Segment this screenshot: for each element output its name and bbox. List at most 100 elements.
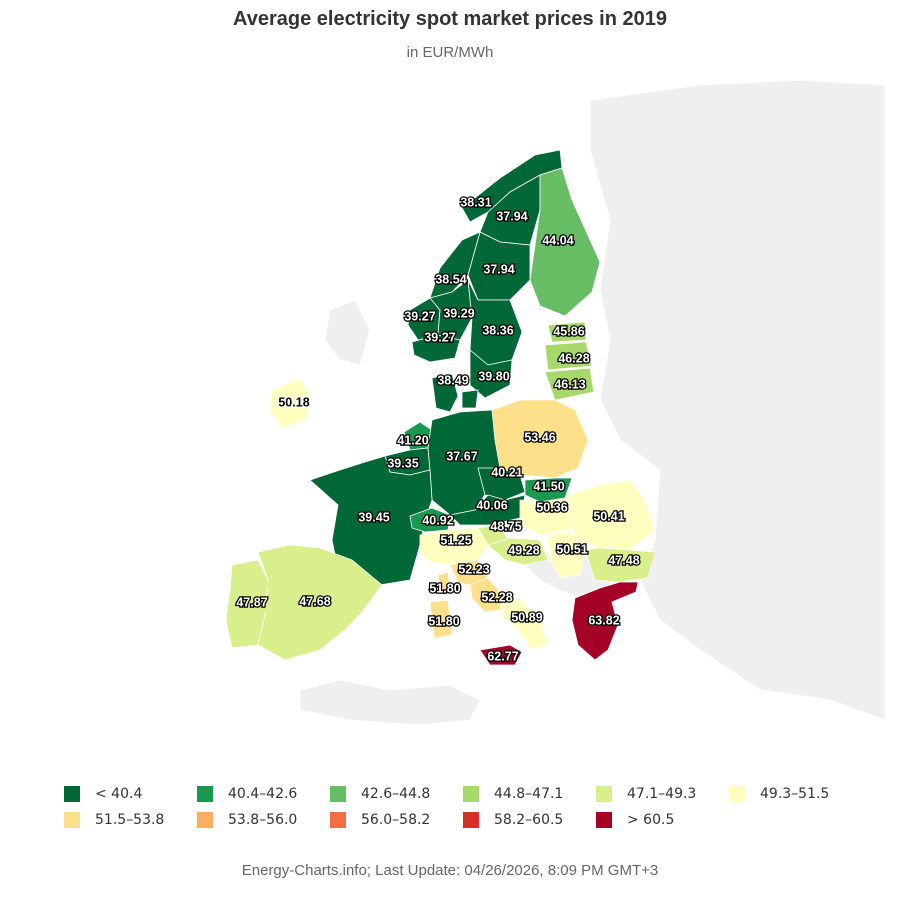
region-ie[interactable] [269,377,311,429]
legend-label: 42.6–44.8 [361,786,431,802]
region-se4[interactable] [469,349,513,399]
label-se4: 39.80 [478,369,509,383]
chart-title: Average electricity spot market prices i… [233,8,667,30]
data-regions[interactable] [225,149,656,666]
label-no3: 38.54 [435,272,466,286]
legend-label: 56.0–58.2 [361,812,431,828]
label-it-cs: 52.28 [481,590,512,604]
legend-label: 40.4–42.6 [228,786,298,802]
region-ro[interactable] [567,479,656,551]
region-lt[interactable] [544,367,595,401]
region-it-s[interactable] [499,597,549,651]
region-se2[interactable] [467,231,531,301]
legend-swatch [330,812,346,828]
label-se2: 37.94 [483,262,514,276]
region-lv[interactable] [544,341,593,371]
label-cz: 40.21 [491,465,522,479]
legend-label: 51.5–53.8 [95,812,165,828]
value-labels: 38.31 37.94 44.04 37.94 38.54 39.27 39.2… [235,194,641,665]
legend-item[interactable]: 42.6–44.8 [330,786,463,802]
label-it-s: 50.89 [511,610,542,624]
legend-item[interactable]: 49.3–51.5 [729,786,862,802]
footer-credit: Energy-Charts.info; Last Update: 04/26/2… [241,862,659,879]
legend-swatch [463,786,479,802]
legend-item[interactable]: 40.4–42.6 [197,786,330,802]
legend-swatch [64,786,80,802]
label-ee: 45.86 [553,324,584,338]
legend-label: 58.2–60.5 [494,812,564,828]
legend-item[interactable]: 44.8–47.1 [463,786,596,802]
label-ch: 40.92 [422,513,453,527]
label-lv: 46.28 [558,351,589,365]
legend: < 40.4 40.4–42.6 42.6–44.8 44.8–47.1 47.… [64,786,884,828]
legend-swatch [729,786,745,802]
region-de[interactable] [427,409,501,516]
region-hr[interactable] [487,537,549,566]
label-fr: 39.45 [358,510,389,524]
label-no1: 39.29 [443,306,474,320]
region-es[interactable] [257,544,383,661]
legend-swatch [596,812,612,828]
region-dk1[interactable] [431,373,459,413]
region-ee[interactable] [547,321,587,343]
label-ro: 50.41 [593,509,624,523]
region-no1[interactable] [429,279,473,341]
label-at: 40.06 [476,498,507,512]
legend-item[interactable]: 56.0–58.2 [330,812,463,828]
legend-label: < 40.4 [95,786,143,802]
legend-swatch [197,786,213,802]
label-be: 39.35 [387,456,418,470]
legend-swatch [64,812,80,828]
region-it-sard[interactable] [429,599,453,639]
region-it-cs[interactable] [469,577,506,613]
label-pt: 47.87 [236,595,267,609]
legend-swatch [330,786,346,802]
region-rs[interactable] [547,531,586,579]
label-dk1: 38.49 [437,373,468,387]
label-hu: 50.36 [536,500,567,514]
label-no4: 38.31 [460,195,491,209]
label-it-cn: 52.23 [458,562,489,576]
label-si: 48.75 [490,519,521,533]
label-no5: 39.27 [404,309,435,323]
label-nl: 41.20 [397,433,428,447]
label-it-sici: 62.77 [487,649,518,663]
legend-swatch [463,812,479,828]
chart-subtitle: in EUR/MWh [406,44,494,61]
label-bg: 47.48 [608,553,639,567]
region-fi[interactable] [529,167,601,317]
label-corsica: 51.80 [429,581,460,595]
label-it-sard: 51.80 [428,614,459,628]
label-no2: 39.27 [424,330,455,344]
label-lt: 46.13 [554,377,585,391]
legend-item[interactable]: 47.1–49.3 [596,786,729,802]
label-gr: 63.82 [588,613,619,627]
region-gr[interactable] [571,581,639,661]
label-hr: 49.28 [508,543,539,557]
legend-item[interactable]: > 60.5 [596,812,729,828]
legend-item[interactable]: < 40.4 [64,786,197,802]
label-it-n: 51.25 [440,533,471,547]
label-se1: 37.94 [496,209,527,223]
legend-item[interactable]: 51.5–53.8 [64,812,197,828]
legend-label: 44.8–47.1 [494,786,564,802]
legend-label: 53.8–56.0 [228,812,298,828]
legend-swatch [596,786,612,802]
label-es: 47.68 [299,594,330,608]
region-bg[interactable] [584,547,656,583]
legend-item[interactable]: 53.8–56.0 [197,812,330,828]
background-land [299,79,886,726]
label-fi: 44.04 [542,233,573,247]
region-no2[interactable] [411,334,461,363]
label-ie: 50.18 [278,395,309,409]
region-it-sici[interactable] [479,644,523,666]
legend-label: 47.1–49.3 [627,786,697,802]
legend-label: 49.3–51.5 [760,786,830,802]
label-pl: 53.46 [524,430,555,444]
region-at[interactable] [449,494,526,526]
legend-item[interactable]: 58.2–60.5 [463,812,596,828]
region-corsica[interactable] [437,571,451,596]
region-dk2[interactable] [461,389,479,409]
label-se3: 38.36 [482,323,513,337]
